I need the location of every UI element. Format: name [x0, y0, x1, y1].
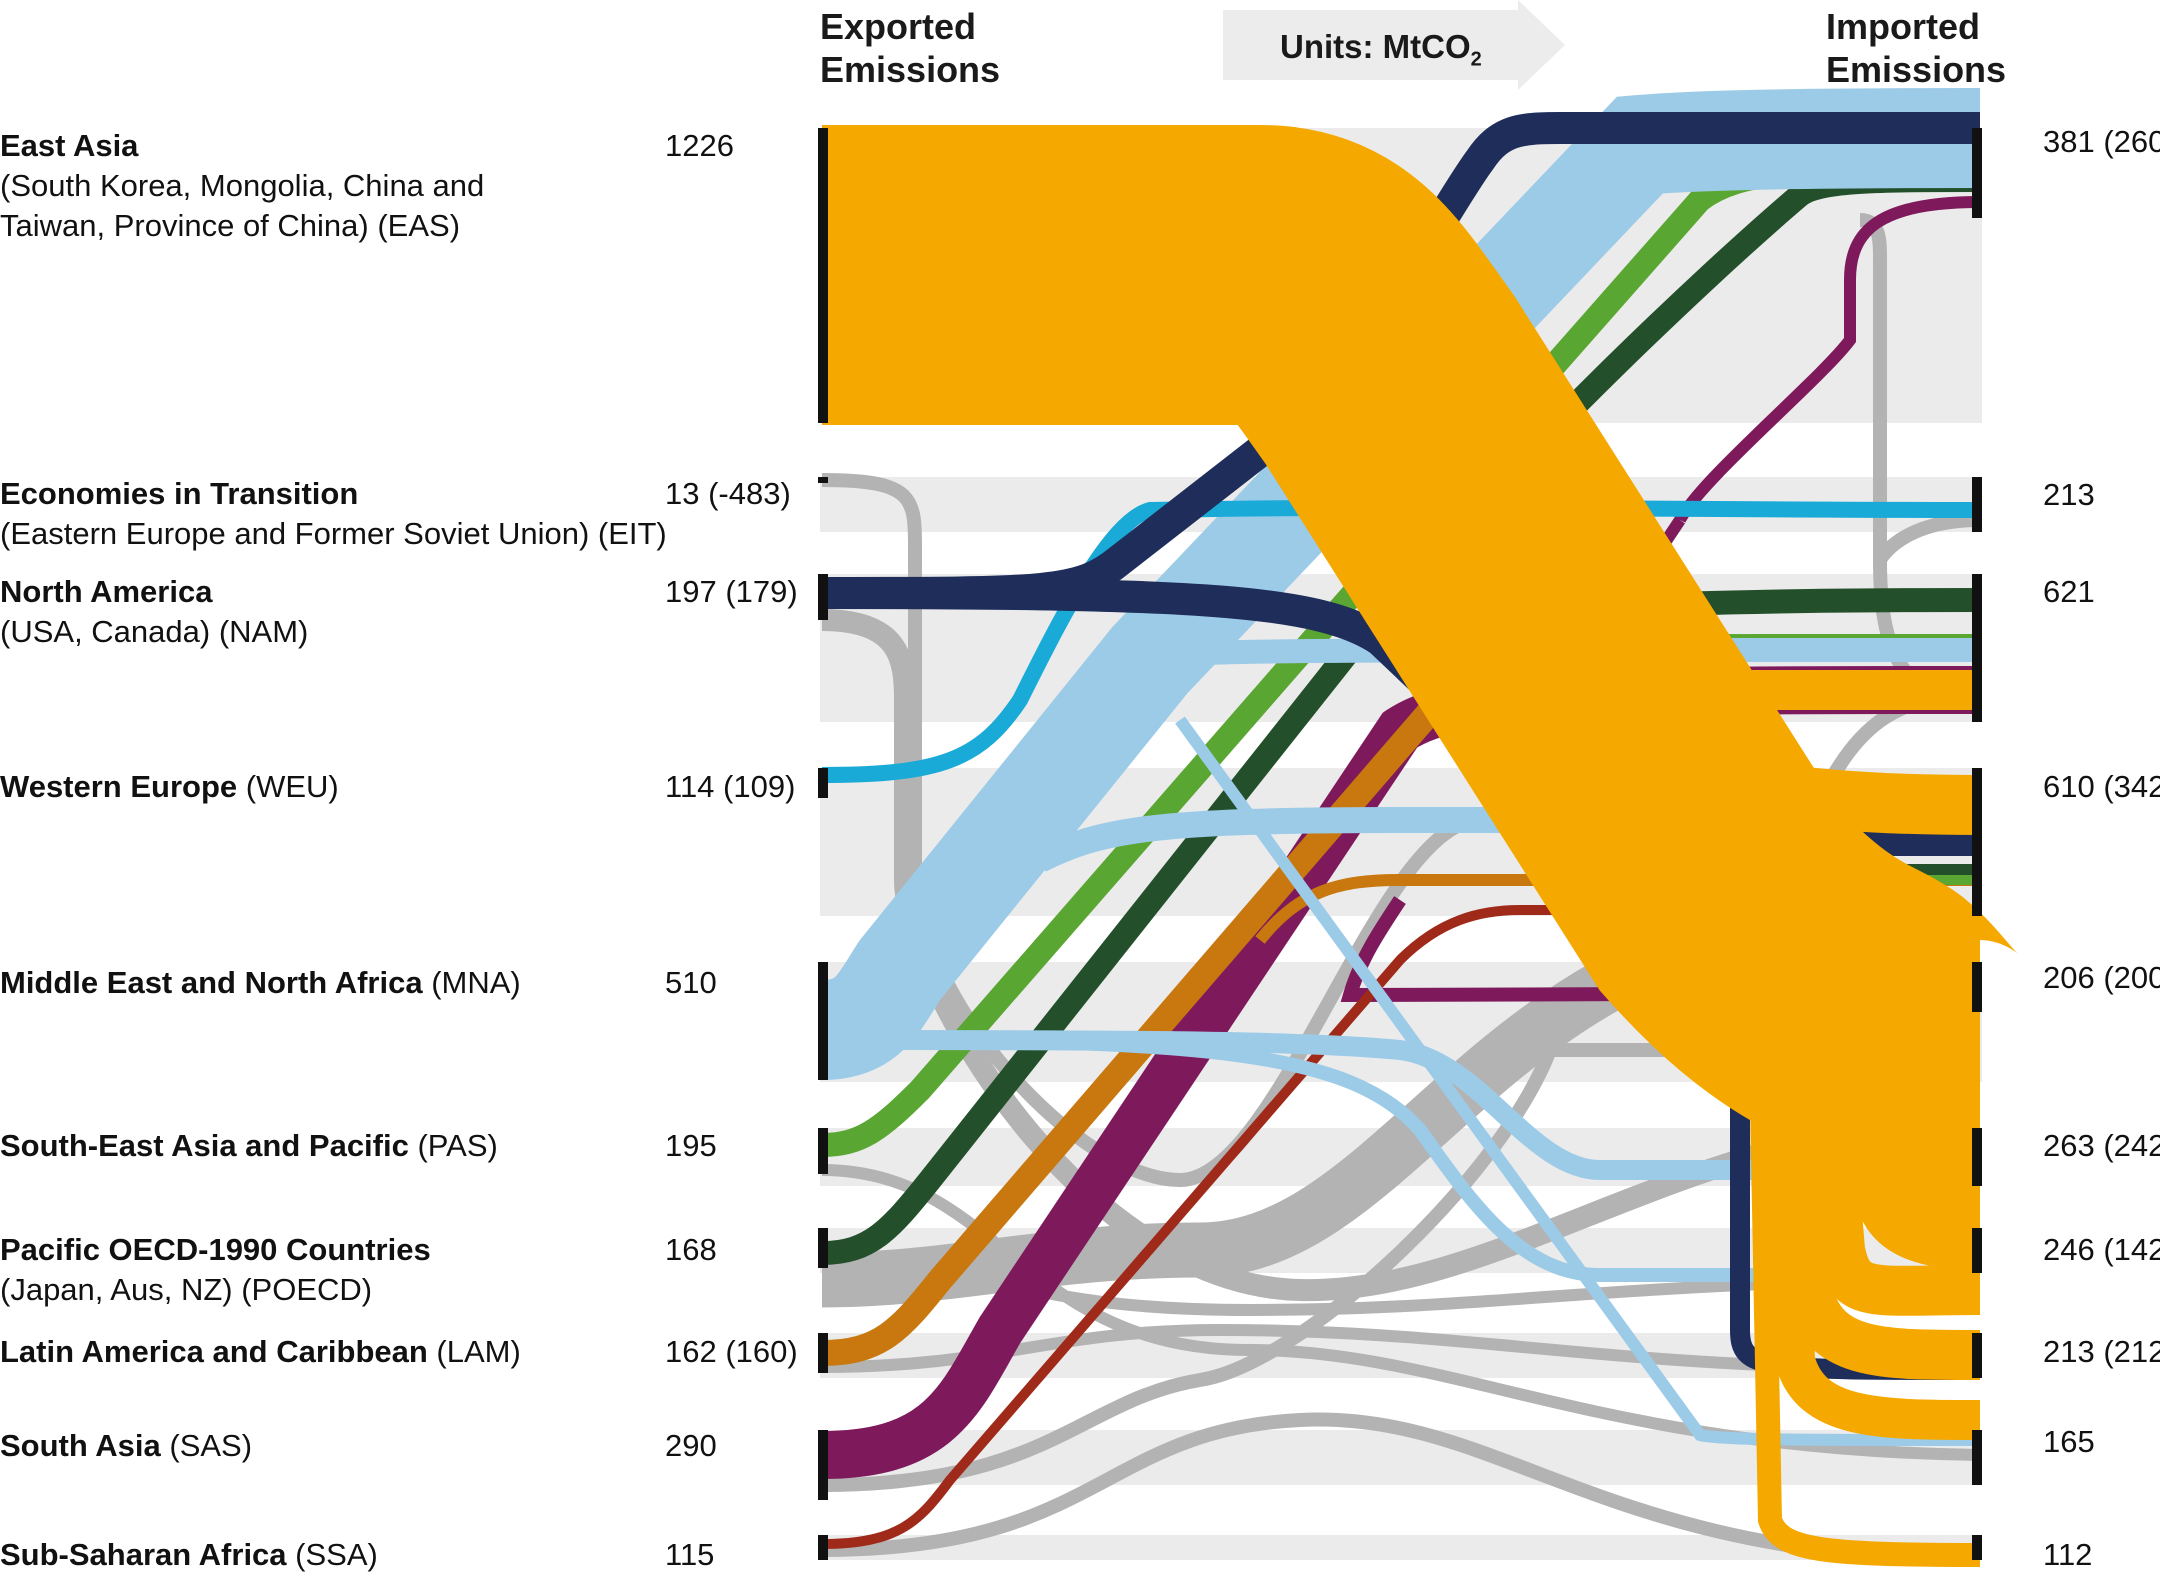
region-label-pas: South-East Asia and Pacific (PAS) — [0, 1128, 498, 1163]
imported-header: Imported Emissions — [1826, 6, 2007, 90]
export-value-mna: 510 — [665, 965, 717, 1000]
import-value-nam: 621 — [2043, 574, 2095, 609]
units-label: Units: MtCO2 — [1280, 28, 1482, 71]
import-node-bars — [1972, 128, 1982, 1560]
export-value-nam: 197 (179) — [665, 574, 798, 609]
export-node-bars — [818, 128, 828, 1560]
import-value-mna: 206 (200) — [2043, 960, 2160, 995]
import-value-pas: 263 (242) — [2043, 1128, 2160, 1163]
region-label-mna: Middle East and North Africa (MNA) — [0, 965, 521, 1000]
export-value-sas: 290 — [665, 1428, 717, 1463]
region-label-weu: Western Europe (WEU) — [0, 769, 339, 804]
export-value-eit: 13 (-483) — [665, 476, 791, 511]
flows-ssa — [821, 905, 1980, 1549]
exported-header: Exported Emissions — [820, 6, 1001, 90]
import-value-sas: 165 — [2043, 1424, 2095, 1459]
region-label-poecd: Pacific OECD-1990 Countries (Japan, Aus,… — [0, 1232, 431, 1307]
export-value-poecd: 168 — [665, 1232, 717, 1267]
region-label-nam: North America (USA, Canada) (NAM) — [0, 574, 309, 649]
export-value-eas: 1226 — [665, 128, 734, 163]
export-value-weu: 114 (109) — [665, 769, 796, 804]
import-value-lam: 213 (212) — [2043, 1334, 2160, 1369]
region-label-lam: Latin America and Caribbean (LAM) — [0, 1334, 521, 1369]
flows — [819, 88, 2022, 1567]
export-value-pas: 195 — [665, 1128, 717, 1163]
export-value-lam: 162 (160) — [665, 1334, 798, 1369]
flows-eas — [822, 125, 2022, 1567]
flows-weu — [821, 499, 1981, 783]
units-arrow — [1223, 0, 1565, 90]
import-value-ssa: 112 — [2043, 1537, 2093, 1572]
region-label-eit: Economies in Transition (Eastern Europe … — [0, 476, 667, 551]
import-value-eit: 213 — [2043, 477, 2095, 512]
region-label-ssa: Sub-Saharan Africa (SSA) — [0, 1537, 378, 1572]
region-label-sas: South Asia (SAS) — [0, 1428, 253, 1463]
import-value-eas: 381 (260) — [2043, 124, 2160, 159]
import-value-weu: 610 (342) — [2043, 769, 2160, 804]
import-value-poecd: 246 (142) — [2043, 1232, 2160, 1267]
region-label-eas: East Asia (South Korea, Mongolia, China … — [0, 128, 485, 243]
export-value-ssa: 115 — [665, 1537, 715, 1572]
